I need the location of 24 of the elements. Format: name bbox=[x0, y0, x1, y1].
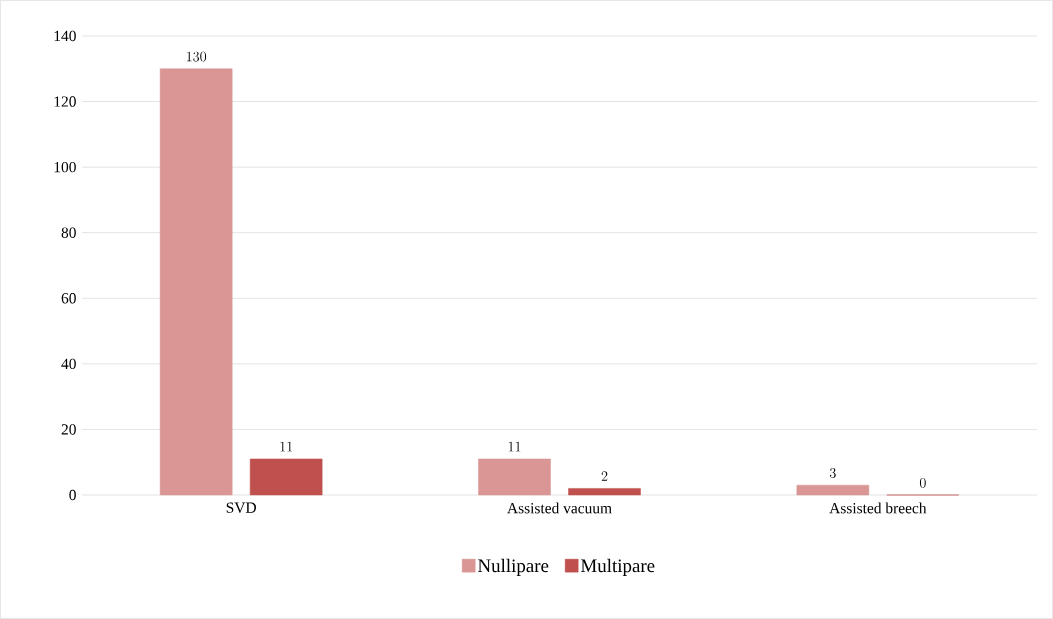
bar bbox=[568, 488, 641, 496]
y-tick-label: 120 bbox=[54, 96, 76, 107]
data-label: 11 bbox=[508, 441, 521, 452]
legend-label: Nullipare bbox=[477, 558, 549, 577]
x-tick-label: SVD bbox=[226, 502, 256, 513]
x-tick-label: Assisted vacuum bbox=[507, 502, 612, 514]
bar bbox=[249, 458, 323, 496]
y-tick-label: 140 bbox=[54, 30, 76, 42]
data-label: 2 bbox=[601, 471, 608, 481]
data-label: 0 bbox=[919, 477, 926, 488]
data-label: 3 bbox=[829, 468, 836, 478]
y-tick-label: 100 bbox=[54, 161, 76, 173]
y-tick-label: 0 bbox=[69, 489, 76, 501]
bar bbox=[159, 68, 233, 496]
data-label: 130 bbox=[186, 51, 207, 62]
x-tick-label: Assisted breech bbox=[829, 502, 927, 514]
data-label: 11 bbox=[280, 441, 293, 452]
legend-label: Multipare bbox=[580, 558, 655, 577]
y-tick-label: 20 bbox=[61, 424, 76, 435]
y-tick-label: 40 bbox=[61, 358, 76, 370]
bar bbox=[478, 458, 551, 496]
bar bbox=[796, 484, 870, 496]
y-tick-label: 60 bbox=[61, 293, 76, 304]
y-tick-label: 80 bbox=[61, 227, 76, 238]
